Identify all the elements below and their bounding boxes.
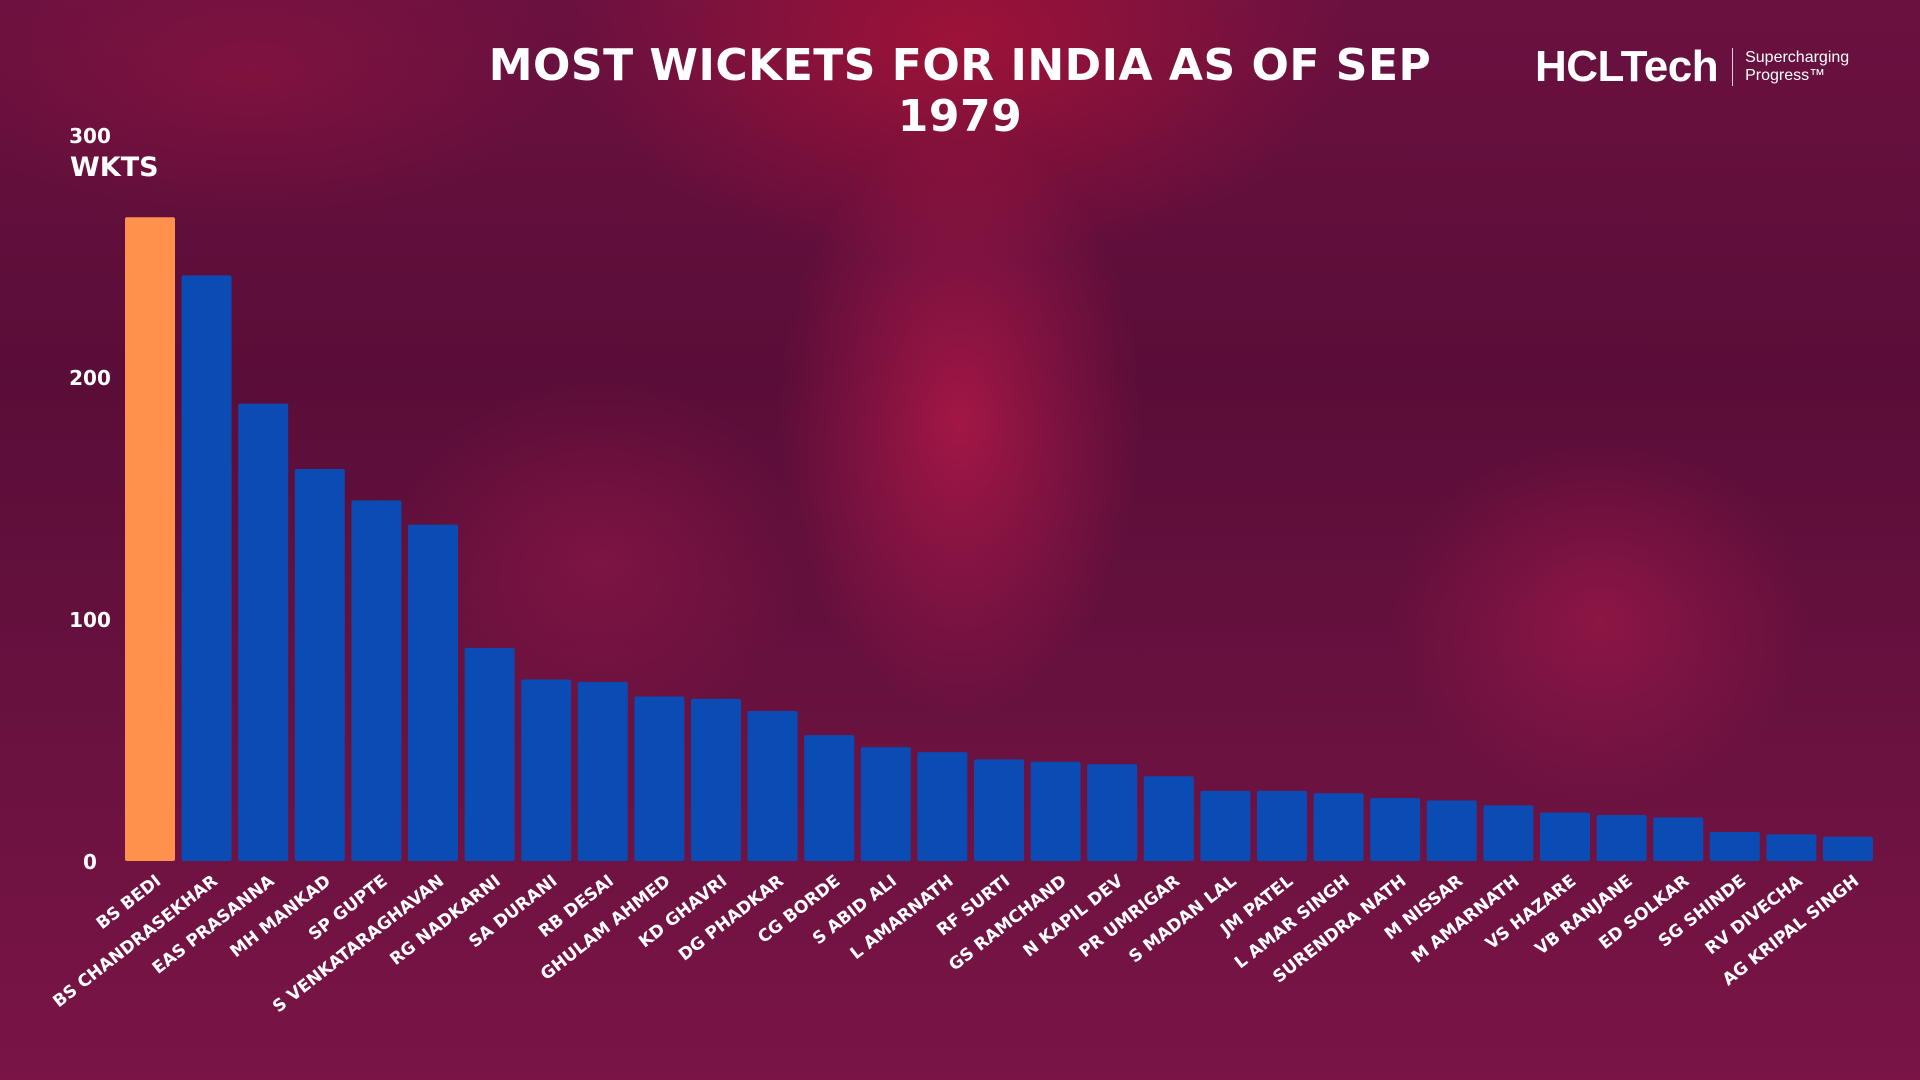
bar [1766, 834, 1817, 861]
bar [1030, 761, 1081, 861]
bar [917, 752, 968, 861]
x-tick-label: VB RANJANE [1532, 871, 1637, 959]
logo-tagline: Supercharging Progress™ [1745, 49, 1849, 85]
bar [804, 735, 855, 861]
hcltech-logo: HCLTech Supercharging Progress™ [1535, 42, 1849, 92]
logo-tagline-line1: Supercharging [1745, 49, 1850, 66]
bar [125, 217, 175, 861]
bar [1087, 764, 1138, 861]
bar [1596, 815, 1647, 861]
x-tick-label: MH MANKAD [227, 871, 335, 962]
bar [1709, 831, 1760, 861]
bar [1313, 793, 1364, 861]
bar [577, 681, 628, 861]
y-tick-label: 100 [69, 608, 111, 632]
bar [860, 747, 911, 861]
bar [1653, 817, 1704, 861]
bar [521, 679, 572, 861]
bar [1426, 800, 1477, 861]
logo-brand-name: HCLTech [1535, 42, 1719, 91]
bar [351, 500, 402, 861]
x-tick-label: N KAPIL DEV [1020, 871, 1128, 962]
bar [691, 698, 741, 861]
bar [408, 524, 458, 861]
chart-title: MOST WICKETS FOR INDIA AS OF SEP 1979 [488, 40, 1432, 142]
y-tick-label: 300 [69, 124, 111, 148]
bar [294, 468, 345, 861]
bar [1370, 798, 1421, 861]
bar [464, 648, 515, 861]
bar [634, 696, 685, 861]
bar [238, 403, 289, 861]
logo-divider [1732, 48, 1734, 86]
y-axis-label: WKTS [70, 152, 159, 183]
bar [181, 275, 232, 861]
y-tick-label: 0 [83, 850, 97, 874]
y-tick-label: 200 [69, 366, 111, 390]
bar [1823, 836, 1873, 861]
bar [1257, 790, 1307, 861]
logo-tagline-line2: Progress™ [1745, 67, 1826, 84]
bar [1143, 776, 1194, 861]
bar [974, 759, 1024, 861]
bar [1200, 790, 1251, 861]
bar [1483, 805, 1534, 861]
bar [1540, 812, 1590, 861]
bar [747, 710, 798, 861]
